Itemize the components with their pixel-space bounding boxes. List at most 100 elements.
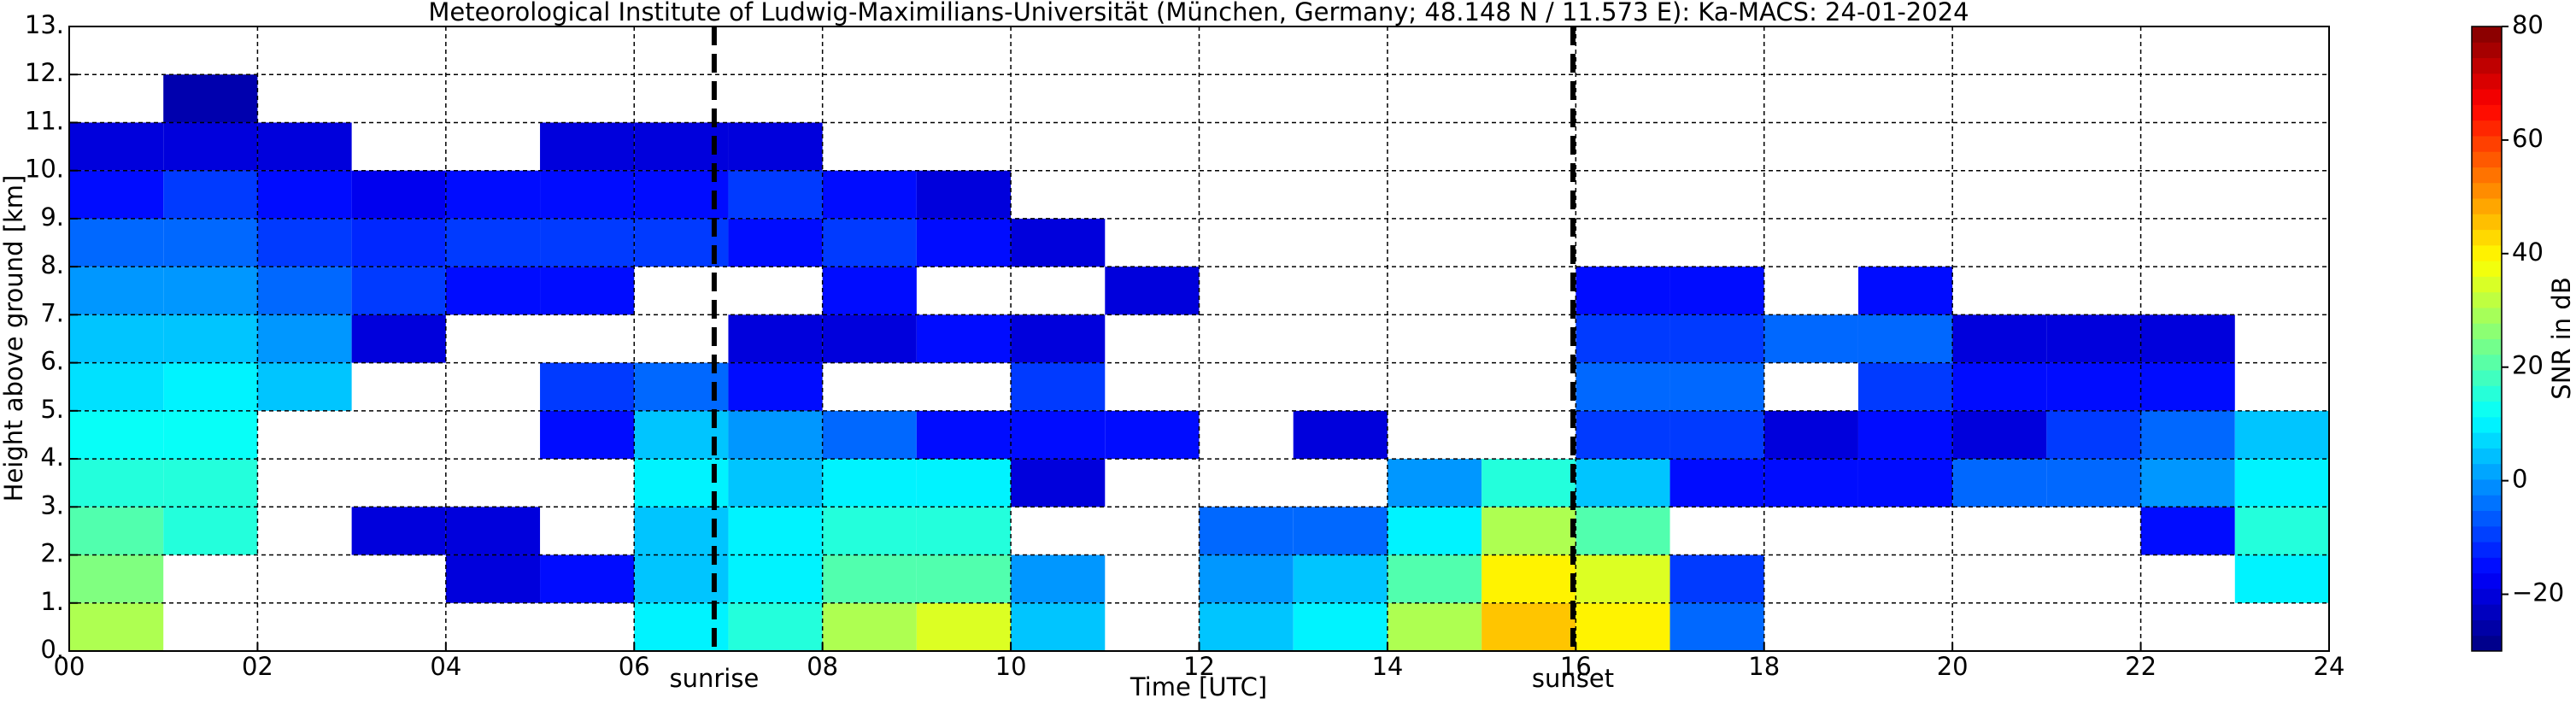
x-tick-label: 02 [242,652,273,681]
heatmap-cell [916,459,1012,507]
heatmap-cell [728,410,823,460]
heatmap-cell [1576,314,1670,363]
heatmap-cell [163,314,258,363]
colorbar-step [2472,151,2502,167]
heatmap-cell [1199,554,1294,603]
heatmap-cell [1576,362,1670,411]
heatmap-cell [69,410,164,460]
y-tick-label: 11. [25,106,64,135]
heatmap-cell [163,218,258,267]
heatmap-cell [916,218,1012,267]
heatmap-cell [163,74,258,123]
colorbar-step [2472,542,2502,558]
heatmap-cell [540,267,635,315]
heatmap-cell [1576,459,1670,507]
y-tick-label: 0. [40,635,64,664]
heatmap-cell [822,170,917,219]
heatmap-cell [445,170,541,219]
colorbar-step [2472,635,2502,652]
colorbar-step [2472,478,2502,496]
heatmap-cell [2234,410,2329,460]
colorbar-step [2472,182,2502,199]
annotation-label: sunset [1532,664,1614,693]
y-tick-label: 5. [40,395,64,424]
y-tick-label: 12. [25,58,64,87]
heatmap-cell [1293,554,1388,603]
colorbar-step [2472,588,2502,605]
colorbar-step [2472,167,2502,184]
heatmap-cell [728,554,823,603]
heatmap-cell [163,170,258,219]
x-tick-label: 14 [1371,652,1403,681]
heatmap-cell [351,267,446,315]
y-tick-label: 13. [25,10,64,39]
heatmap-cell [822,267,917,315]
colorbar-step [2472,89,2502,105]
heatmap-cell [822,602,917,651]
colorbar-step [2472,495,2502,512]
heatmap-cell [1952,459,2047,507]
x-tick-label: 00 [54,652,85,681]
heatmap-cell [1293,507,1388,555]
colorbar-step [2472,120,2502,137]
colorbar-step [2472,572,2502,590]
heatmap-cell [1482,507,1576,555]
heatmap-cell [163,267,258,315]
colorbar-step [2472,463,2502,480]
heatmap-cell [2046,459,2141,507]
colorbar-step [2472,619,2502,637]
heatmap-cell [1387,602,1482,651]
heatmap-cell [69,122,164,171]
colorbar-step [2472,401,2502,418]
y-tick-label: 2. [40,539,64,568]
colorbar-step [2472,448,2502,465]
heatmap-cell [1199,507,1294,555]
heatmap-cell [2234,459,2329,507]
heatmap-cell [822,314,917,363]
heatmap-cell [822,554,917,603]
colorbar-step [2472,557,2502,574]
heatmap-cell [69,554,164,603]
heatmap-cell [916,314,1012,363]
colorbar-step [2472,525,2502,543]
heatmap-cell [728,602,823,651]
heatmap-cell [1669,602,1764,651]
colorbar-step [2472,291,2502,308]
heatmap-cell [351,314,446,363]
heatmap-cell [351,218,446,267]
heatmap-cell [1576,507,1670,555]
heatmap-cell [69,170,164,219]
heatmap-cell [1576,267,1670,315]
y-tick-label: 3. [40,490,64,519]
colorbar-step [2472,510,2502,527]
heatmap-cell [163,459,258,507]
heatmap-cell [2234,507,2329,555]
heatmap-cell [1387,507,1482,555]
colorbar-tick-label: −20 [2512,578,2564,607]
x-tick-label: 12 [1183,652,1215,681]
heatmap-cell [728,459,823,507]
heatmap-cell [257,122,352,171]
colorbar-tick-label: 0 [2512,465,2527,494]
heatmap-cell [1763,410,1858,460]
heatmap-cell [916,170,1012,219]
heatmap-cell [257,314,352,363]
heatmap-cell [1669,410,1764,460]
heatmap-cell [1857,314,1953,363]
heatmap-cell [1857,410,1953,460]
x-tick-label: 04 [430,652,461,681]
heatmap-cell [69,362,164,411]
heatmap-cell [1011,362,1106,411]
heatmap-cell [1199,602,1294,651]
heatmap-cell [1952,410,2047,460]
x-axis-label: Time [UTC] [1130,672,1267,701]
overlay [711,26,1576,651]
colorbar-tick-label: 60 [2512,124,2544,153]
heatmap-cell [540,554,635,603]
heatmap-cell [728,362,823,411]
colorbar-step [2472,135,2502,152]
heatmap-cell [2234,554,2329,603]
heatmap-cell [1576,410,1670,460]
colorbar-step [2472,57,2502,74]
x-tick-label: 18 [1748,652,1780,681]
